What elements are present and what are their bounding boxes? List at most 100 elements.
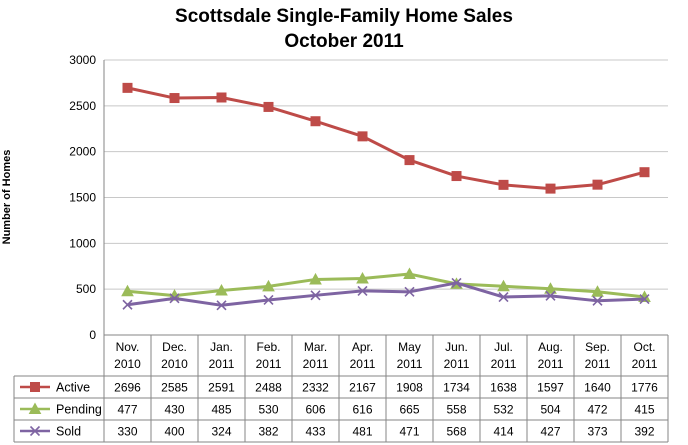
pending-value-cell: 430	[164, 403, 184, 417]
pending-value-cell: 665	[399, 403, 419, 417]
x-category-label: May	[398, 340, 421, 354]
active-value-cell: 2167	[349, 381, 376, 395]
sold-value-cell: 471	[399, 425, 419, 439]
pending-value-cell: 530	[258, 403, 278, 417]
sold-point	[263, 294, 274, 306]
chart-title: Scottsdale Single-Family Home Sales	[175, 6, 513, 27]
x-category-label: Sep.	[585, 340, 610, 354]
sold-value-cell: 433	[305, 425, 325, 439]
sold-value-cell: 481	[352, 425, 372, 439]
active-value-cell: 1734	[443, 381, 470, 395]
sold-point	[451, 277, 462, 288]
active-point	[592, 179, 603, 190]
active-point	[451, 171, 462, 182]
sold-point	[404, 286, 415, 297]
active-value-cell: 1597	[537, 381, 564, 395]
x-category-label: Feb.	[256, 340, 280, 354]
marker-stroke	[545, 290, 556, 301]
y-tick-label: 500	[76, 282, 96, 296]
y-tick-label: 1000	[69, 236, 96, 250]
x-category-year: 2010	[161, 357, 188, 371]
active-point	[263, 101, 274, 112]
y-tick-label: 0	[89, 328, 96, 342]
active-value-cell: 1640	[584, 381, 611, 395]
x-category-year: 2011	[632, 357, 658, 371]
active-value-cell: 1908	[396, 381, 423, 395]
active-point	[122, 82, 133, 93]
pending-point	[591, 285, 604, 297]
active-legend-marker	[30, 382, 40, 392]
pending-point	[497, 279, 510, 292]
x-category-label: Dec.	[162, 340, 187, 354]
sold-point	[216, 300, 227, 311]
active-series-name: Active	[56, 381, 90, 395]
sold-point	[545, 290, 556, 301]
x-category-year: 2011	[585, 357, 611, 371]
chart-subtitle: October 2011	[284, 31, 404, 52]
sold-point	[498, 291, 509, 303]
pending-value-cell: 485	[211, 403, 231, 417]
active-value-cell: 2591	[208, 381, 235, 395]
y-tick-label: 2500	[69, 99, 96, 113]
marker-stroke	[169, 293, 180, 304]
data-table: Nov. 2010 Dec. 2010 Jan. 2011 Feb. 2011 Mar. 2011…	[13, 335, 669, 443]
x-category-label: Apr.	[352, 340, 373, 354]
pending-value-cell: 532	[493, 403, 513, 417]
active-value-cell: 2585	[161, 381, 188, 395]
pending-legend-marker	[28, 402, 42, 414]
x-category-year: 2011	[491, 357, 517, 371]
pending-point	[356, 271, 369, 284]
active-point	[357, 131, 368, 142]
sold-value-cell: 427	[540, 425, 560, 439]
gridlines	[104, 59, 668, 336]
marker-stroke	[498, 291, 509, 303]
active-series-line	[127, 86, 645, 191]
active-point	[169, 93, 180, 104]
x-category-label: Oct.	[633, 340, 655, 354]
active-value-cell: 2696	[114, 381, 141, 395]
sold-series-name: Sold	[56, 425, 81, 439]
pending-value-cell: 606	[305, 403, 325, 417]
active-point	[639, 167, 650, 178]
x-category-year: 2010	[114, 357, 141, 371]
x-category-label: Aug.	[538, 340, 563, 354]
sold-value-cell: 382	[258, 425, 278, 439]
x-category-year: 2011	[397, 357, 423, 371]
pending-value-cell: 558	[446, 403, 466, 417]
marker-stroke	[639, 294, 650, 305]
x-category-label: Mar.	[304, 340, 327, 354]
active-value-cell: 2488	[255, 381, 282, 395]
marker-stroke	[451, 277, 462, 288]
y-tick-label: 3000	[69, 53, 96, 67]
active-point	[545, 183, 556, 194]
x-category-year: 2011	[256, 357, 282, 371]
active-value-cell: 1638	[490, 381, 517, 395]
sold-point	[122, 299, 133, 310]
sold-point	[169, 293, 180, 304]
marker-stroke	[263, 294, 274, 306]
active-point	[216, 92, 227, 103]
sold-value-cell: 330	[117, 425, 137, 439]
series-group	[121, 82, 651, 311]
pending-series-name: Pending	[56, 403, 102, 417]
pending-value-cell: 477	[117, 403, 137, 417]
pending-point	[215, 284, 228, 296]
marker-stroke	[216, 300, 227, 311]
x-category-label: Jul.	[494, 340, 513, 354]
marker-stroke	[122, 299, 133, 310]
pending-point	[309, 272, 322, 285]
sold-point	[592, 295, 603, 306]
x-category-year: 2011	[209, 357, 235, 371]
active-value-cell: 1776	[631, 381, 658, 395]
x-category-year: 2011	[350, 357, 376, 371]
pending-value-cell: 472	[587, 403, 607, 417]
sold-value-cell: 324	[211, 425, 231, 439]
sold-value-cell: 568	[446, 425, 466, 439]
sold-point	[639, 294, 650, 305]
pending-value-cell: 504	[540, 403, 560, 417]
x-category-label: Nov.	[116, 340, 140, 354]
marker-stroke	[310, 290, 321, 301]
x-category-year: 2011	[444, 357, 470, 371]
marker-stroke	[592, 295, 603, 306]
